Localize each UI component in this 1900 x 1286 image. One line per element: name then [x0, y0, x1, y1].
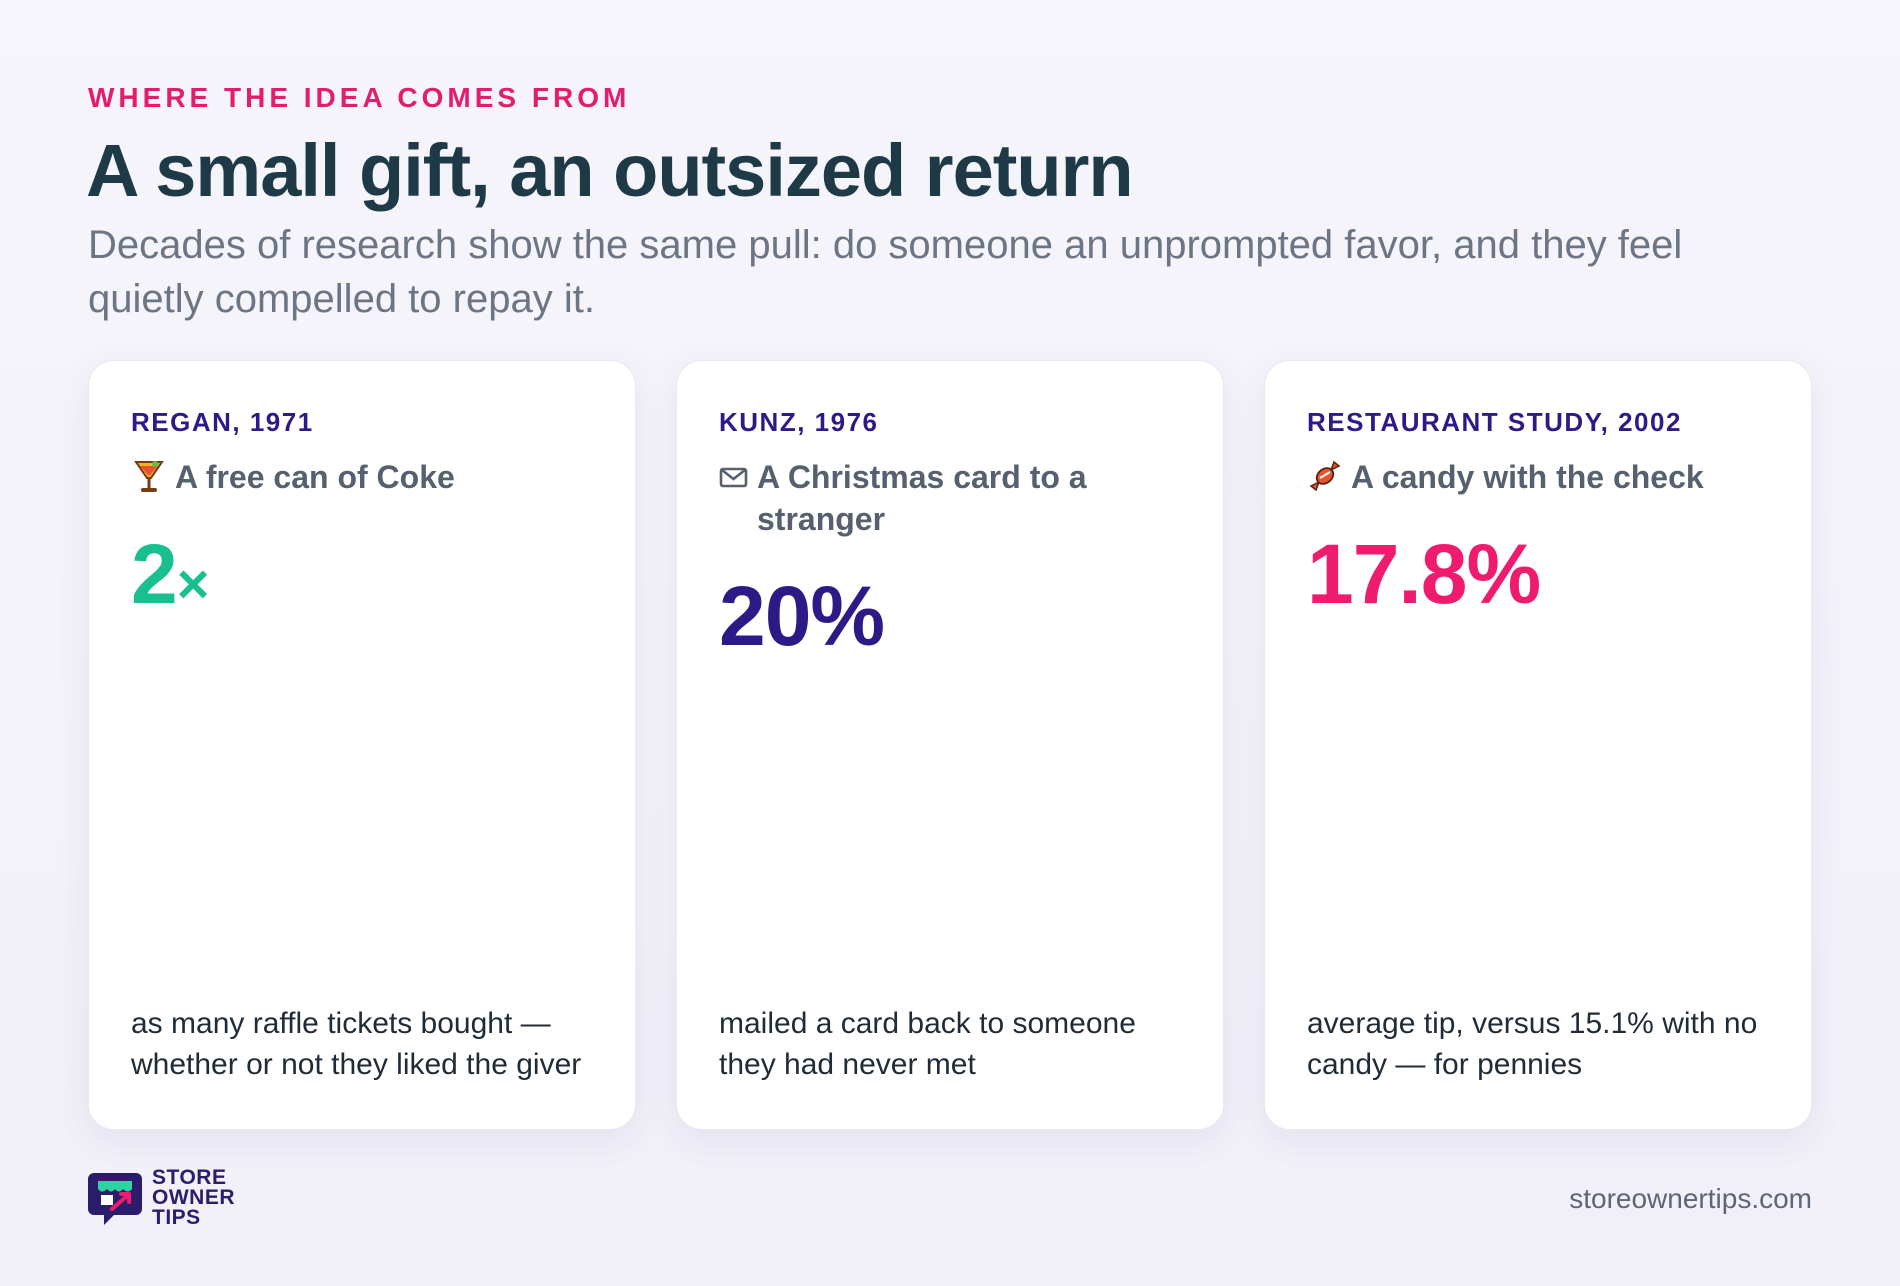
candy-icon	[1307, 456, 1343, 498]
gift-text: A free can of Coke	[175, 459, 455, 495]
stat-description: mailed a card back to someone they had n…	[719, 1007, 1136, 1081]
study-label: REGAN, 1971	[131, 407, 314, 437]
stat-value: 2×	[131, 526, 593, 632]
stat-suffix: ×	[176, 552, 210, 615]
gift-text: A candy with the check	[1351, 459, 1704, 495]
page-title: A small gift, an outsized return	[86, 129, 1134, 212]
study-card-kunz: KUNZ, 1976 A Christmas card to a strange…	[676, 360, 1224, 1130]
stat-number: 2	[131, 527, 178, 621]
study-label: KUNZ, 1976	[719, 407, 879, 437]
storefront-logo-icon	[88, 1173, 142, 1225]
study-cards: REGAN, 1971 A free can of Coke 2× as man…	[88, 360, 1812, 1130]
gift-line: A candy with the check	[1307, 456, 1769, 498]
eyebrow-label: WHERE THE IDEA COMES FROM	[88, 82, 631, 113]
brand-logo: STORE OWNER TIPS	[88, 1166, 235, 1229]
study-card-restaurant: RESTAURANT STUDY, 2002 A candy with the …	[1264, 360, 1812, 1130]
stat-description: as many raffle tickets bought — whether …	[131, 1007, 582, 1081]
gift-line: A Christmas card to a stranger	[719, 456, 1181, 540]
envelope-icon	[719, 456, 749, 498]
gift-line: A free can of Coke	[131, 456, 593, 498]
stat-value: 20%	[719, 568, 1181, 674]
stat-number: 17.8%	[1307, 527, 1541, 621]
brand-name: STORE OWNER TIPS	[152, 1166, 235, 1229]
stat-description: average tip, versus 15.1% with no candy …	[1307, 1007, 1758, 1081]
brand-line-3: TIPS	[152, 1206, 201, 1229]
brand-line-2: OWNER	[152, 1186, 235, 1209]
study-card-regan: REGAN, 1971 A free can of Coke 2× as man…	[88, 360, 636, 1130]
stat-value: 17.8%	[1307, 526, 1769, 632]
soda-cup-icon	[131, 456, 167, 498]
stat-number: 20%	[719, 569, 885, 663]
site-url: storeownertips.com	[1569, 1183, 1812, 1214]
gift-text: A Christmas card to a stranger	[757, 459, 1087, 537]
page-subtitle: Decades of research show the same pull: …	[88, 223, 1683, 321]
study-label: RESTAURANT STUDY, 2002	[1307, 407, 1682, 437]
brand-line-1: STORE	[152, 1166, 227, 1189]
